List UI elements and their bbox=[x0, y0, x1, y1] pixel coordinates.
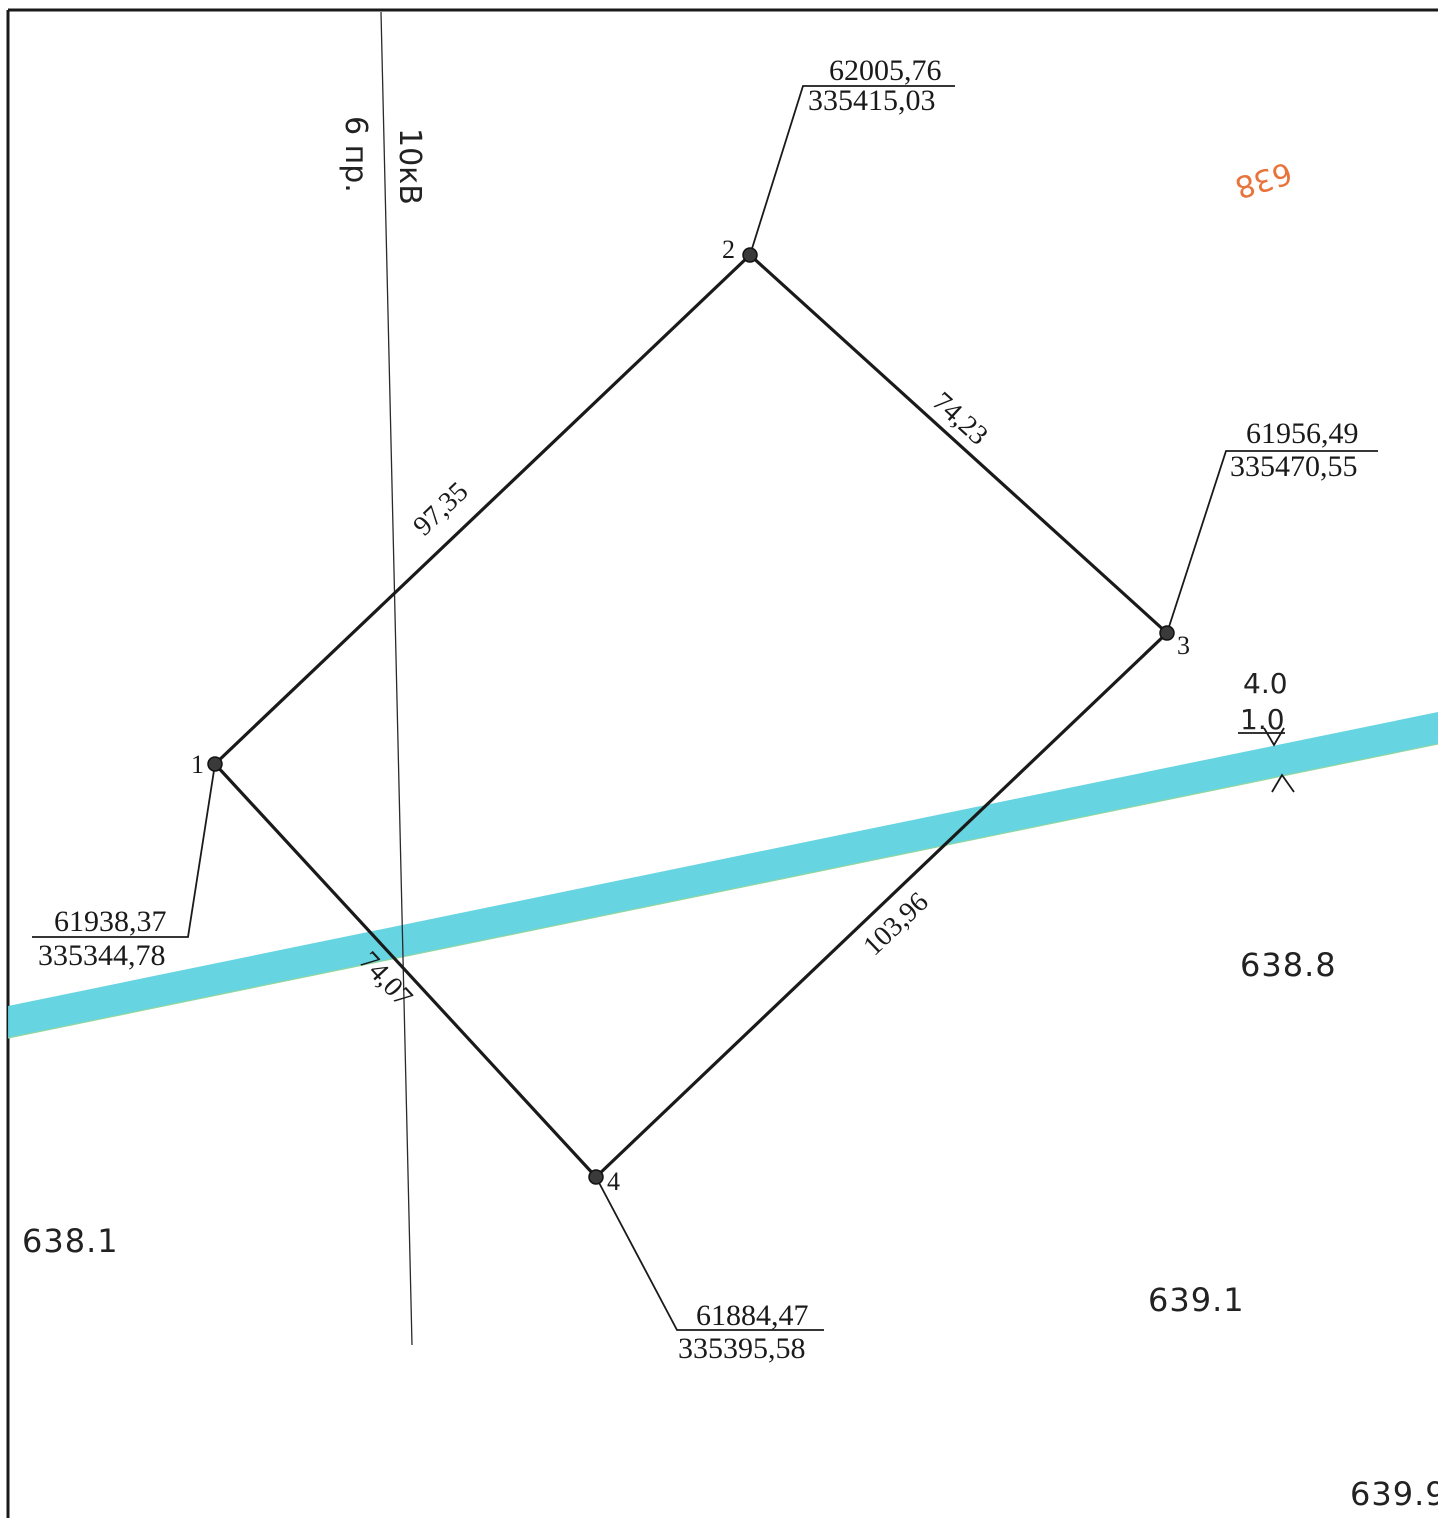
elevation-label: 638.1 bbox=[22, 1222, 119, 1260]
point-number-2: 2 bbox=[722, 235, 735, 264]
point-number-3: 3 bbox=[1177, 631, 1190, 660]
power-line-voltage-label: 10кВ bbox=[392, 128, 427, 205]
power-line bbox=[380, 11, 413, 1346]
point-3-x: 61956,49 bbox=[1246, 417, 1359, 450]
parcel-boundary bbox=[213, 253, 1169, 1179]
point-2-y: 335415,03 bbox=[808, 84, 936, 117]
boundary-edge-4-1 bbox=[213, 762, 598, 1179]
boundary-point-4 bbox=[588, 1169, 604, 1185]
boundary-points bbox=[207, 247, 1175, 1185]
power-line-wires-label: 6 пр. bbox=[338, 116, 373, 193]
coordinate-leaders bbox=[32, 85, 1378, 1331]
coordinate-label-point-3: 61956,49 335470,55 bbox=[1230, 417, 1359, 483]
coordinate-label-point-4: 61884,47 335395,58 bbox=[678, 1299, 809, 1365]
point-4-x: 61884,47 bbox=[696, 1299, 809, 1332]
map-frame bbox=[6, 8, 1438, 1518]
point-1-x: 61938,37 bbox=[54, 905, 167, 938]
edge-length-1-2: 97,35 bbox=[407, 476, 474, 542]
point-2-x: 62005,76 bbox=[829, 54, 942, 87]
elevation-label: 638.8 bbox=[1240, 946, 1337, 984]
stream-width-bottom: 1.0 bbox=[1240, 703, 1285, 736]
point-4-y: 335395,58 bbox=[678, 1332, 806, 1365]
boundary-point-1 bbox=[207, 756, 223, 772]
stream-width-annotation: 4.0 1.0 bbox=[1238, 667, 1295, 793]
elevation-label: 639.1 bbox=[1148, 1281, 1245, 1319]
edge-length-3-4: 103,96 bbox=[857, 887, 934, 963]
elevation-label: 639.9 bbox=[1350, 1475, 1438, 1513]
point-1-y: 335344,78 bbox=[38, 939, 166, 972]
boundary-edge-1-2 bbox=[213, 253, 752, 766]
boundary-point-2 bbox=[742, 247, 758, 263]
stream-arrow-down-icon bbox=[1263, 727, 1285, 747]
point-3-y: 335470,55 bbox=[1230, 450, 1358, 483]
point-number-1: 1 bbox=[191, 750, 204, 779]
contour-label: 638 bbox=[1231, 154, 1296, 204]
point-number-4: 4 bbox=[607, 1167, 620, 1196]
stream-width-top: 4.0 bbox=[1243, 667, 1288, 700]
boundary-edge-2-3 bbox=[748, 253, 1169, 635]
stream-arrow-up-icon bbox=[1271, 773, 1295, 793]
boundary-point-3 bbox=[1159, 625, 1175, 641]
edge-length-2-3: 74,23 bbox=[926, 386, 993, 451]
stream-edge bbox=[7, 743, 1438, 1039]
stream-band bbox=[8, 712, 1438, 1038]
coordinate-label-point-2: 62005,76 335415,03 bbox=[808, 54, 942, 117]
coordinate-label-point-1: 61938,37 335344,78 bbox=[38, 905, 167, 972]
boundary-edge-3-4 bbox=[594, 631, 1169, 1179]
